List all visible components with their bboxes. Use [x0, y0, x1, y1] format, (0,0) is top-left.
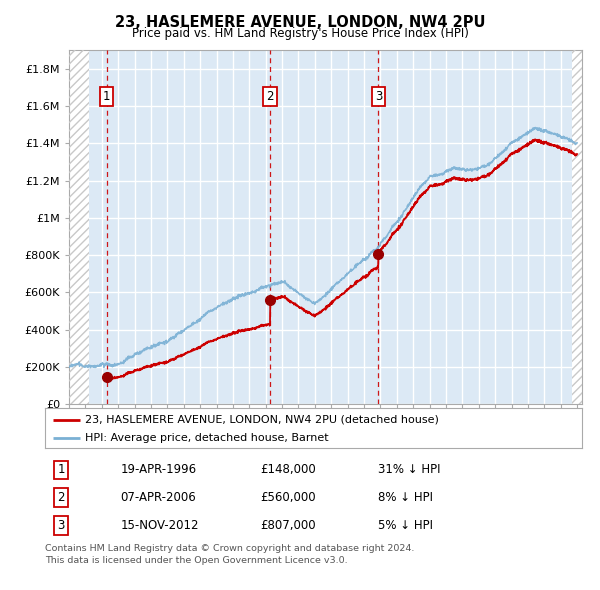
Text: 23, HASLEMERE AVENUE, LONDON, NW4 2PU: 23, HASLEMERE AVENUE, LONDON, NW4 2PU — [115, 15, 485, 30]
Text: £560,000: £560,000 — [260, 491, 316, 504]
Text: 8% ↓ HPI: 8% ↓ HPI — [378, 491, 433, 504]
Text: 1: 1 — [103, 90, 110, 103]
Text: HPI: Average price, detached house, Barnet: HPI: Average price, detached house, Barn… — [85, 434, 329, 443]
Text: 3: 3 — [58, 519, 65, 532]
Text: 5% ↓ HPI: 5% ↓ HPI — [378, 519, 433, 532]
Text: 23, HASLEMERE AVENUE, LONDON, NW4 2PU (detached house): 23, HASLEMERE AVENUE, LONDON, NW4 2PU (d… — [85, 415, 439, 425]
Text: 19-APR-1996: 19-APR-1996 — [120, 464, 196, 477]
Text: 31% ↓ HPI: 31% ↓ HPI — [378, 464, 440, 477]
Text: 15-NOV-2012: 15-NOV-2012 — [120, 519, 199, 532]
Text: Contains HM Land Registry data © Crown copyright and database right 2024.
This d: Contains HM Land Registry data © Crown c… — [45, 544, 415, 565]
Text: 07-APR-2006: 07-APR-2006 — [120, 491, 196, 504]
Bar — [572, 50, 582, 404]
Text: £807,000: £807,000 — [260, 519, 316, 532]
Text: 2: 2 — [58, 491, 65, 504]
Text: 2: 2 — [266, 90, 274, 103]
Text: 1: 1 — [58, 464, 65, 477]
Bar — [69, 50, 89, 404]
Bar — [572, 50, 582, 404]
Text: 3: 3 — [375, 90, 382, 103]
Bar — [69, 50, 89, 404]
Text: £148,000: £148,000 — [260, 464, 316, 477]
Text: Price paid vs. HM Land Registry's House Price Index (HPI): Price paid vs. HM Land Registry's House … — [131, 27, 469, 40]
